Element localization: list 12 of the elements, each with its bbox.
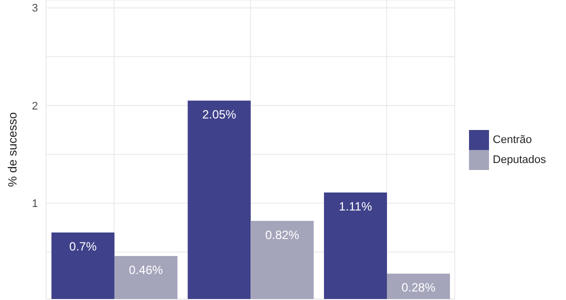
y-axis-title: % de sucesso [5, 112, 20, 187]
data-label: 0.28% [401, 280, 436, 295]
legend-label: Deputados [492, 154, 546, 166]
legend-label: Centrão [492, 134, 532, 146]
data-label: 0.7% [69, 240, 97, 254]
y-tick-label: 3 [32, 2, 38, 15]
data-label: 0.82% [265, 228, 300, 242]
data-label: 0.46% [128, 263, 164, 278]
data-label: 2.05% [202, 108, 237, 122]
data-label: 1.11% [338, 199, 372, 214]
y-tick-label: 2 [32, 100, 38, 112]
y-tick-label: 1 [32, 198, 38, 210]
